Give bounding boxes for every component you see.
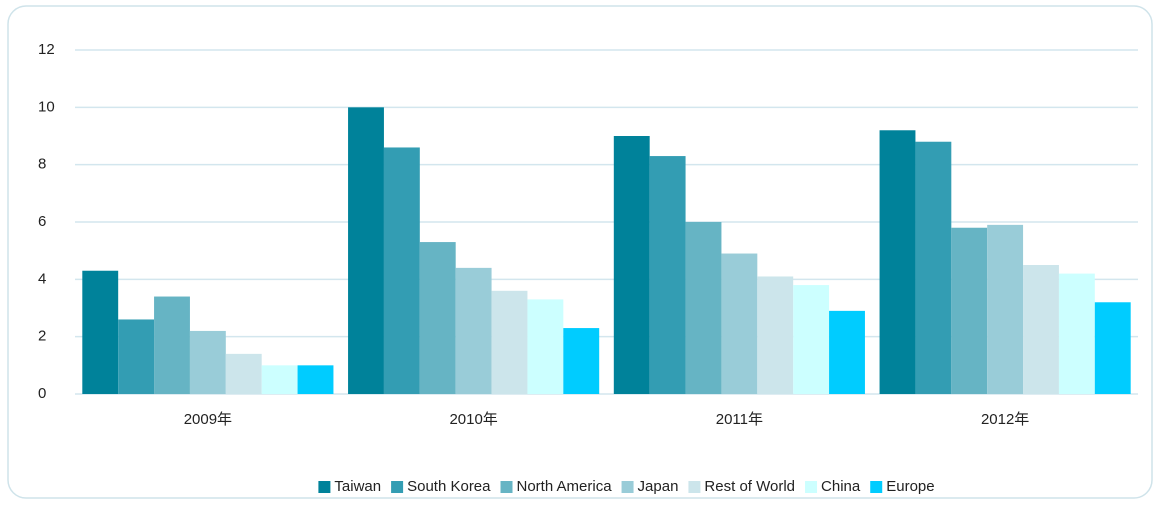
legend-swatch [318,481,331,493]
bar [649,156,686,394]
y-tick-label: 10 [38,98,55,115]
bar [915,141,952,394]
y-tick-label: 8 [38,156,46,173]
y-tick-label: 4 [38,270,46,287]
bar [419,242,456,394]
bar [118,319,155,394]
bar [1058,273,1095,394]
bar [527,299,564,394]
bar [951,227,988,394]
bar [1023,265,1059,394]
bar [613,136,650,394]
bar [829,310,865,394]
y-tick-label: 6 [38,213,46,230]
legend-label: Taiwan [334,478,381,495]
legend-swatch [500,481,513,493]
bar [879,130,916,394]
bar [261,365,298,394]
bar [154,296,190,394]
bar [455,267,492,394]
legend-swatch [870,481,883,493]
legend-label: North America [517,478,613,495]
y-tick-label: 2 [38,328,46,345]
bar [82,270,119,394]
bar [383,147,420,394]
bar [721,253,758,394]
x-tick-label: 2011年 [716,411,763,428]
y-tick-label: 12 [38,41,55,58]
bar [757,276,794,394]
bar [987,224,1024,394]
bar [225,353,262,394]
legend-label: Japan [638,478,679,495]
bar [348,107,384,394]
x-tick-label: 2010年 [449,411,497,428]
legend: Taiwan South Korea North America Japan Rest … [318,478,935,495]
legend-swatch [805,481,818,493]
legend-label: South Korea [407,478,491,495]
x-tick-label: 2009年 [184,411,232,428]
bar [189,330,226,394]
legend-swatch [621,481,634,493]
legend-label: Europe [886,478,934,495]
legend-swatch [391,481,404,493]
bar [793,285,830,394]
bar [563,328,600,394]
legend-swatch [688,481,701,493]
bar [491,290,528,394]
bar [297,365,334,394]
legend-label: Rest of World [704,478,795,495]
x-tick-label: 2012年 [981,411,1029,428]
bar [685,222,722,394]
y-tick-label: 0 [38,385,46,402]
bar [1094,302,1131,394]
legend-label: China [821,478,861,495]
